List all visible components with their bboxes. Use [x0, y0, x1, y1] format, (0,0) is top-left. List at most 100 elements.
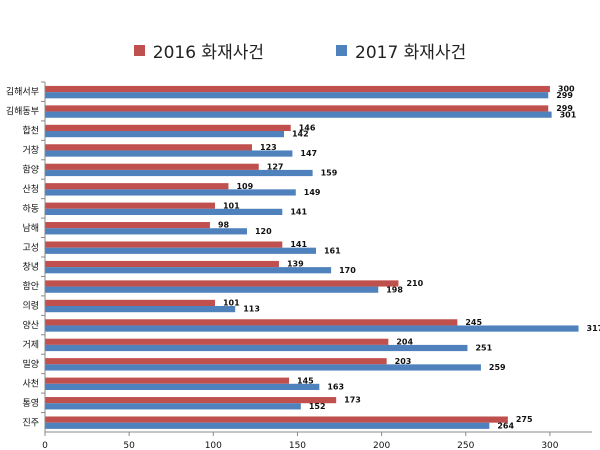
x-tick-label: 50: [123, 441, 135, 450]
data-label-2016: 98: [218, 221, 230, 230]
bar-2016: [45, 280, 399, 287]
category-label: 밀양: [22, 358, 39, 370]
bar-2017: [45, 247, 316, 254]
category-label: 거제: [22, 340, 39, 351]
bar-2016: [45, 183, 229, 190]
bar-2016: [45, 377, 290, 384]
data-label-2016: 123: [260, 143, 277, 152]
data-label-2017: 299: [556, 91, 573, 100]
bar-2016: [45, 416, 508, 423]
data-label-2017: 264: [497, 421, 514, 430]
bar-2017: [45, 383, 320, 390]
category-label: 고성: [22, 242, 39, 253]
bar-2016: [45, 241, 283, 248]
bar-2016: [45, 319, 458, 326]
category-label: 하동: [22, 203, 39, 214]
data-label-2017: 141: [290, 207, 307, 216]
category-label: 함안: [22, 281, 39, 292]
x-tick-label: 300: [541, 441, 558, 450]
data-label-2017: 198: [386, 285, 403, 294]
bar-2017: [45, 325, 579, 332]
bar-2017: [45, 228, 247, 235]
data-label-2017: 147: [300, 149, 317, 158]
data-label-2016: 203: [395, 357, 412, 366]
data-label-2017: 142: [292, 130, 309, 139]
category-label: 진주: [22, 417, 39, 428]
category-label: 양산: [22, 320, 39, 331]
data-label-2016: 139: [287, 260, 304, 269]
bar-2016: [45, 358, 387, 365]
x-tick-label: 100: [205, 441, 222, 450]
data-label-2016: 101: [223, 299, 240, 308]
category-label: 김해서부: [6, 86, 39, 98]
category-label: 거창: [22, 145, 39, 156]
bar-2016: [45, 397, 337, 404]
bar-2016: [45, 202, 215, 209]
data-label-2016: 300: [558, 85, 575, 94]
bar-2016: [45, 124, 291, 132]
data-label-2016: 109: [236, 182, 253, 191]
bar-2017: [45, 364, 481, 371]
bar-2017: [45, 131, 284, 138]
bar-2017: [45, 169, 313, 177]
data-label-2016: 145: [297, 376, 314, 385]
legend-swatch-2016: [133, 45, 145, 56]
legend-swatch-2017: [336, 45, 347, 56]
x-tick-label: 200: [373, 441, 390, 450]
bar-2017: [45, 150, 293, 157]
bar-2017: [45, 403, 301, 410]
data-label-2017: 301: [560, 110, 577, 119]
data-label-2016: 275: [516, 415, 533, 424]
data-label-2017: 159: [321, 169, 338, 178]
data-label-2016: 101: [223, 201, 240, 210]
bar-2016: [45, 85, 550, 93]
bar-2016: [45, 338, 389, 345]
data-label-2016: 245: [465, 318, 482, 327]
bar-2017: [45, 422, 490, 429]
bar-2017: [45, 92, 549, 99]
category-label: 통영: [22, 398, 39, 409]
bar-2017: [45, 267, 332, 274]
category-label: 창녕: [22, 262, 39, 273]
data-label-2016: 146: [299, 124, 316, 133]
category-label: 남해: [22, 223, 39, 234]
x-tick-label: 150: [289, 441, 306, 450]
data-label-2017: 161: [324, 246, 341, 255]
data-label-2017: 120: [255, 227, 272, 236]
data-label-2017: 152: [309, 402, 326, 411]
bar-2016: [45, 105, 549, 112]
legend: 2016 화재사건 2017 화재사건: [0, 38, 600, 63]
bar-2016: [45, 299, 215, 307]
x-tick-label: 250: [457, 441, 474, 450]
legend-item-2016: 2016 화재사건: [133, 38, 264, 63]
data-label-2017: 259: [489, 363, 506, 372]
bar-2016: [45, 222, 210, 229]
category-label: 합천: [22, 126, 39, 137]
bar-2017: [45, 208, 283, 215]
data-label-2016: 210: [406, 279, 423, 288]
data-label-2017: 149: [304, 188, 321, 197]
category-label: 산청: [22, 184, 39, 195]
bar-2017: [45, 306, 236, 313]
data-label-2017: 163: [327, 382, 344, 391]
category-label: 사천: [22, 378, 39, 389]
legend-item-2017: 2017 화재사건: [336, 38, 466, 63]
data-label-2017: 170: [339, 266, 356, 275]
category-label: 김해동부: [6, 105, 39, 117]
bar-2017: [45, 189, 296, 196]
data-label-2017: 317: [587, 324, 600, 333]
category-label: 함양: [22, 165, 39, 176]
data-label-2016: 141: [290, 240, 307, 249]
x-tick-label: 0: [42, 441, 48, 450]
data-label-2016: 127: [267, 162, 284, 171]
data-label-2016: 204: [396, 337, 413, 346]
data-label-2016: 299: [556, 104, 573, 113]
bar-2017: [45, 286, 379, 293]
legend-label-2016: 2016 화재사건: [152, 43, 264, 63]
bar-2016: [45, 144, 253, 151]
bar-2016: [45, 260, 279, 268]
bar-2017: [45, 111, 552, 118]
category-label: 의령: [22, 300, 39, 312]
data-label-2017: 251: [475, 344, 492, 353]
